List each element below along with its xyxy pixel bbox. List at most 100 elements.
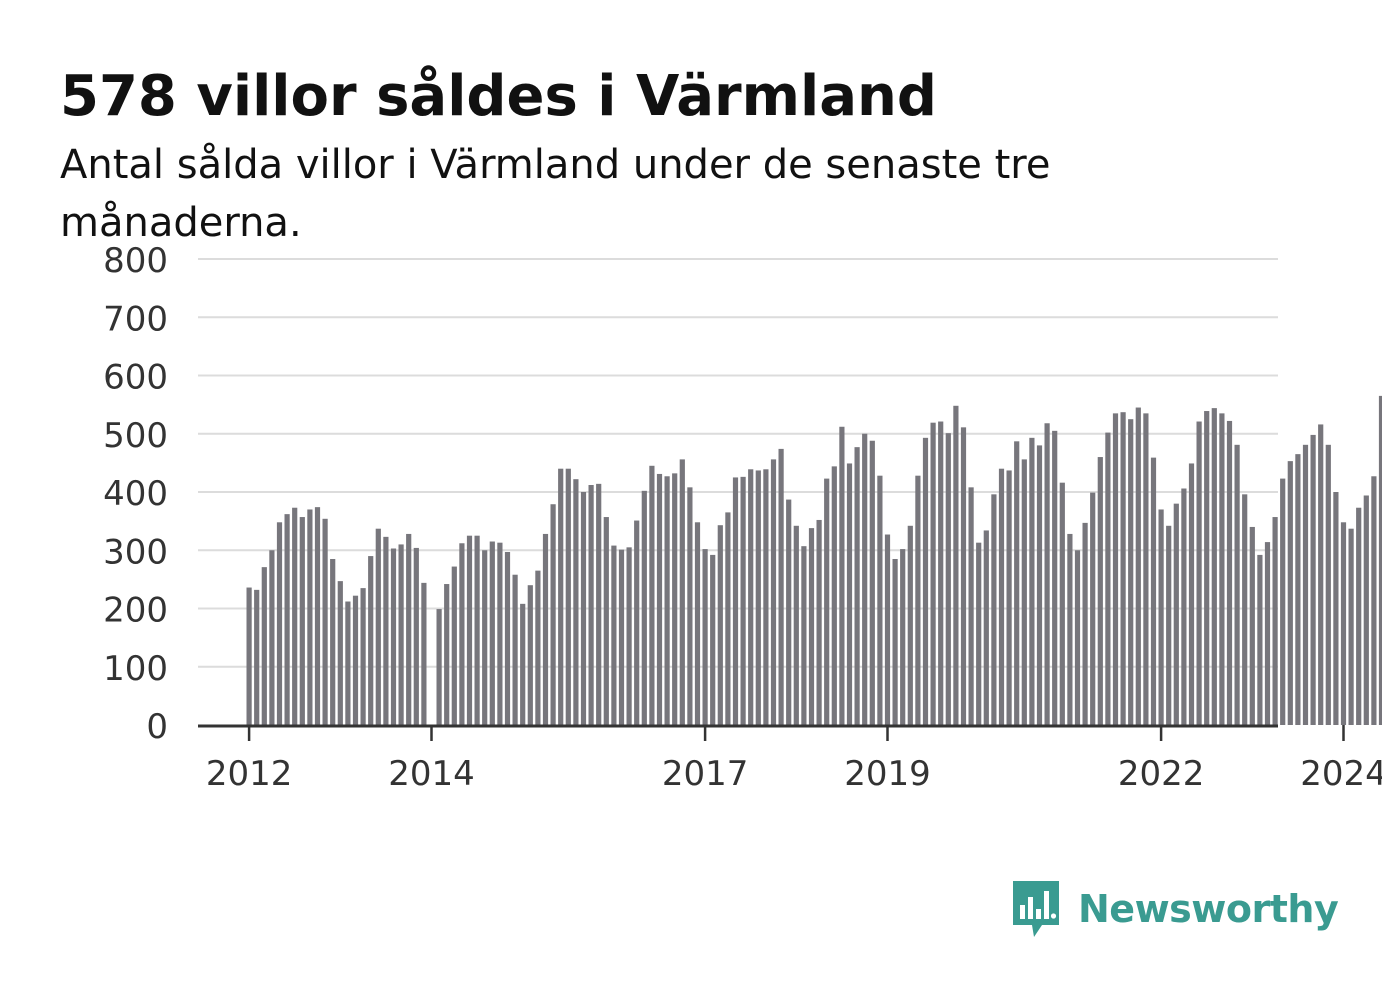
bar <box>1280 478 1286 725</box>
bar <box>368 556 374 725</box>
bar <box>831 466 837 725</box>
bar <box>588 485 594 725</box>
y-tick-label: 0 <box>146 707 168 747</box>
bar <box>1287 461 1293 725</box>
bar <box>998 468 1005 725</box>
bar <box>1264 542 1271 725</box>
bar <box>1120 412 1126 725</box>
x-tick-label: 2012 <box>206 754 293 794</box>
bar <box>763 469 769 725</box>
bar <box>459 543 465 725</box>
bar <box>687 487 693 725</box>
bar <box>352 595 359 725</box>
bar <box>254 589 260 725</box>
bar <box>694 522 701 725</box>
bar <box>1181 488 1187 725</box>
chart-subtitle: Antal sålda villor i Värmland under de s… <box>60 142 1051 246</box>
bar <box>322 518 328 725</box>
x-tick-label: 2024 <box>1300 754 1382 794</box>
bar <box>1158 509 1164 725</box>
bar <box>269 550 275 725</box>
bar <box>649 465 655 725</box>
bar <box>497 542 503 725</box>
bar <box>1204 411 1210 725</box>
y-axis-tick-labels: 0 100 200 300 400 500 600 700 800 <box>103 241 168 747</box>
bar <box>1378 395 1382 725</box>
bar <box>596 483 602 725</box>
bar <box>641 490 647 725</box>
bar <box>755 470 761 725</box>
bar <box>292 507 298 725</box>
bar <box>1333 492 1339 725</box>
bar <box>1112 413 1119 725</box>
bar <box>1105 432 1111 725</box>
bar <box>1029 437 1035 725</box>
bar <box>603 517 609 725</box>
bar <box>664 476 670 725</box>
bar <box>960 427 967 725</box>
bar <box>634 520 640 725</box>
bar <box>573 479 579 725</box>
bar <box>862 433 868 725</box>
bar <box>1219 413 1225 725</box>
bar <box>482 550 488 725</box>
bar <box>1067 533 1073 725</box>
bar <box>1318 424 1324 725</box>
bar <box>390 548 397 725</box>
x-tick-label: 2014 <box>388 754 475 794</box>
bar <box>1006 470 1012 725</box>
y-tick-label: 300 <box>103 532 168 572</box>
bar <box>1302 444 1309 725</box>
newsworthy-logo-icon <box>1013 881 1059 937</box>
bar <box>1257 554 1263 725</box>
bar <box>307 509 313 725</box>
bar <box>679 459 685 725</box>
y-tick-label: 800 <box>103 241 168 281</box>
bar <box>922 437 929 725</box>
bar <box>375 528 381 725</box>
bar <box>1249 526 1255 725</box>
bar <box>884 534 891 725</box>
bar <box>854 447 860 725</box>
bar <box>512 574 518 725</box>
bar <box>1135 407 1141 725</box>
y-tick-label: 400 <box>103 474 168 514</box>
bar <box>1310 434 1316 725</box>
bar <box>1044 423 1050 725</box>
bar <box>580 492 587 725</box>
y-tick-label: 500 <box>103 416 168 456</box>
bar <box>1295 454 1301 725</box>
bar <box>436 609 442 725</box>
bar <box>725 512 731 725</box>
bar <box>261 567 267 725</box>
y-tick-label: 200 <box>103 591 168 631</box>
bar <box>1242 494 1248 725</box>
bar <box>1082 522 1088 725</box>
bar <box>710 554 716 725</box>
bar <box>991 494 997 725</box>
bar <box>413 547 419 725</box>
brand-logo: Newsworthy <box>1010 876 1339 942</box>
bar <box>1188 463 1195 725</box>
bar <box>276 522 283 725</box>
bar <box>330 558 336 725</box>
bar <box>1272 517 1278 725</box>
x-axis <box>198 724 1345 741</box>
bar <box>748 469 754 725</box>
bar <box>801 546 807 725</box>
bar <box>527 585 533 725</box>
bar <box>398 544 404 725</box>
bar <box>930 422 936 725</box>
bar <box>314 507 321 725</box>
bar <box>846 463 853 725</box>
bar <box>535 570 541 725</box>
bar <box>1052 430 1058 725</box>
x-tick-label: 2017 <box>662 754 749 794</box>
bar <box>337 581 343 725</box>
bar <box>945 433 951 725</box>
bar <box>816 519 822 725</box>
bar <box>284 514 290 725</box>
bar <box>907 525 913 725</box>
bar <box>421 582 427 725</box>
